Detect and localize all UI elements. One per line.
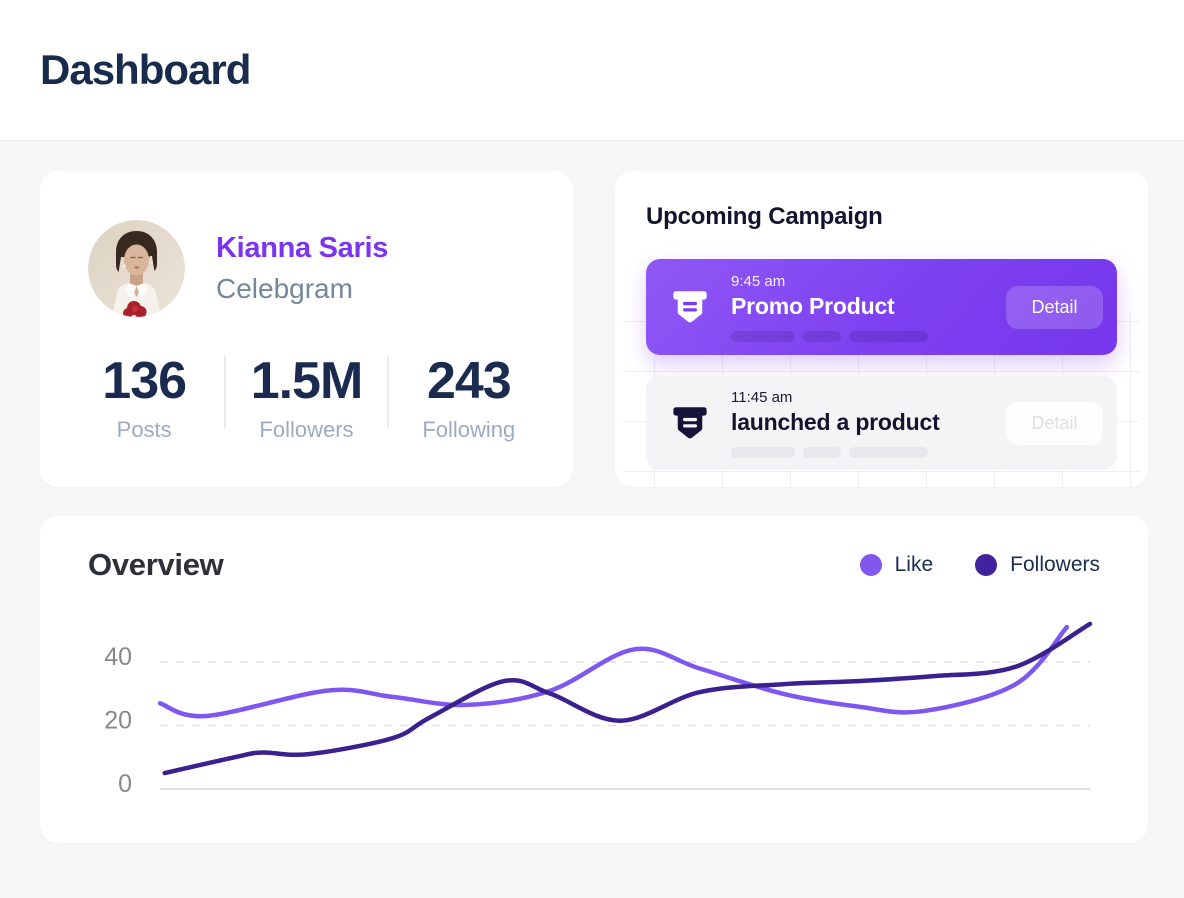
campaign-item-title: launched a product xyxy=(731,408,940,435)
promo-badge-icon xyxy=(668,402,712,444)
upcoming-campaign-card: Upcoming Campaign 9:45 am Promo Product xyxy=(615,171,1148,487)
campaign-title: Upcoming Campaign xyxy=(646,203,883,230)
svg-text:20: 20 xyxy=(104,707,132,735)
detail-button[interactable]: Detail xyxy=(1006,401,1103,445)
svg-text:40: 40 xyxy=(104,643,132,671)
page-title: Dashboard xyxy=(40,46,251,93)
stat-following-label: Following xyxy=(422,417,516,442)
campaign-item-title: Promo Product xyxy=(731,292,895,319)
overview-card: Overview Like Followers 0 20 40 xyxy=(40,516,1148,843)
promo-badge-icon xyxy=(668,286,712,328)
detail-button[interactable]: Detail xyxy=(1006,285,1103,329)
placeholder-bar xyxy=(731,330,795,342)
like-legend-dot xyxy=(859,554,882,576)
stat-followers-value: 1.5M xyxy=(250,352,364,410)
placeholder-bar xyxy=(803,446,841,458)
placeholder-bars xyxy=(731,330,928,342)
stat-followers: 1.5M Followers xyxy=(226,351,386,443)
stat-posts-label: Posts xyxy=(116,417,172,442)
avatar xyxy=(88,220,185,317)
legend-label: Like xyxy=(894,553,934,576)
placeholder-bar xyxy=(803,330,841,342)
legend-item-followers[interactable]: Followers xyxy=(975,553,1100,577)
placeholder-bars xyxy=(731,446,940,458)
line-chart: 0 20 40 xyxy=(104,621,1093,798)
stat-posts: 136 Posts xyxy=(64,351,224,443)
stat-followers-label: Followers xyxy=(259,417,354,442)
profile-name: Kianna Saris xyxy=(216,232,389,264)
avatar-portrait-image xyxy=(88,220,185,317)
main-content: Kianna Saris Celebgram 136 Posts 1.5M Fo… xyxy=(0,141,1184,843)
campaign-time: 11:45 am xyxy=(731,388,793,406)
campaign-time: 9:45 am xyxy=(731,272,786,290)
placeholder-bar xyxy=(731,446,795,458)
campaign-item-launched-product[interactable]: 11:45 am launched a product Detail xyxy=(646,376,1117,470)
campaign-item-promo-product[interactable]: 9:45 am Promo Product Detail xyxy=(646,259,1117,355)
stat-divider xyxy=(224,356,227,428)
legend-label: Followers xyxy=(1010,553,1100,576)
svg-text:0: 0 xyxy=(118,770,132,798)
stat-divider xyxy=(386,356,389,428)
stat-posts-value: 136 xyxy=(102,352,187,410)
placeholder-bar xyxy=(849,330,928,342)
profile-card: Kianna Saris Celebgram 136 Posts 1.5M Fo… xyxy=(40,171,573,487)
stat-following-value: 243 xyxy=(426,352,512,410)
profile-stats: 136 Posts 1.5M Followers 243 Following xyxy=(64,351,549,443)
chart-legend: Like Followers xyxy=(859,553,1100,577)
placeholder-bar xyxy=(849,446,928,458)
stat-following: 243 Following xyxy=(389,351,549,443)
overview-title: Overview xyxy=(88,547,224,582)
page-header: Dashboard xyxy=(0,0,1184,141)
profile-handle: Celebgram xyxy=(216,273,353,304)
legend-item-like[interactable]: Like xyxy=(859,553,934,577)
followers-legend-dot xyxy=(975,554,998,576)
